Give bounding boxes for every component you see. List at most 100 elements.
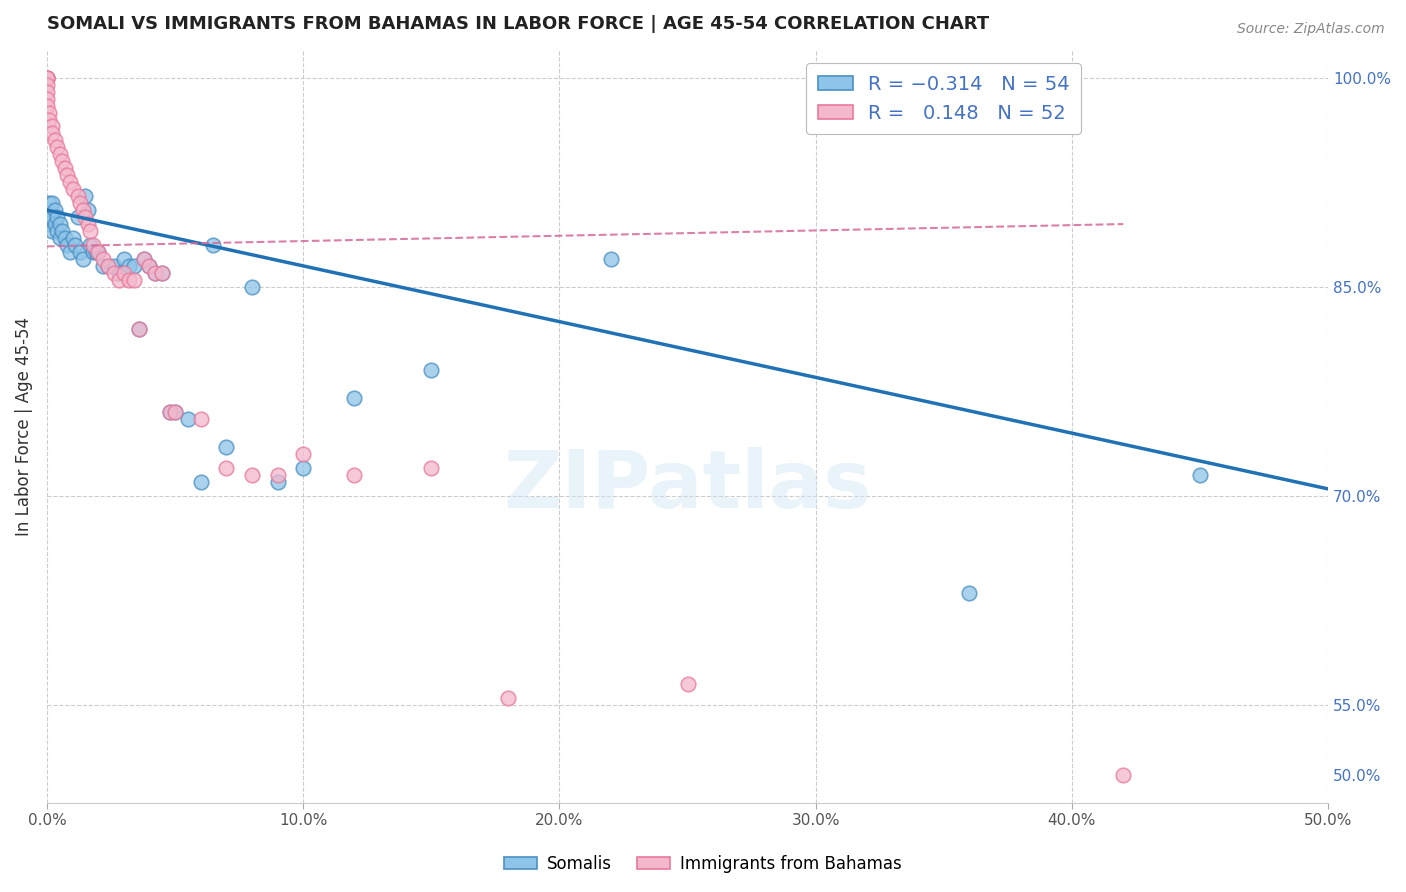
Point: [134, 252, 156, 266]
Text: SOMALI VS IMMIGRANTS FROM BAHAMAS IN LABOR FORCE | AGE 45-54 CORRELATION CHART: SOMALI VS IMMIGRANTS FROM BAHAMAS IN LAB…: [46, 15, 988, 33]
Point: [266, 475, 288, 489]
Point: [240, 280, 263, 294]
Point: [957, 586, 980, 600]
Text: Source: ZipAtlas.com: Source: ZipAtlas.com: [1237, 22, 1385, 37]
Point: [91, 259, 114, 273]
Point: [177, 412, 200, 426]
Point: [46, 224, 69, 238]
Point: [77, 203, 100, 218]
Point: [150, 266, 173, 280]
Y-axis label: In Labor Force | Age 45-54: In Labor Force | Age 45-54: [15, 317, 32, 536]
Point: [62, 231, 84, 245]
Point: [202, 238, 225, 252]
Point: [128, 321, 150, 335]
Point: [35, 203, 58, 218]
Point: [75, 189, 97, 203]
Point: [41, 224, 63, 238]
Point: [62, 182, 84, 196]
Point: [87, 244, 110, 259]
Point: [496, 690, 519, 705]
Point: [112, 266, 135, 280]
Point: [676, 677, 699, 691]
Point: [48, 147, 70, 161]
Point: [48, 217, 70, 231]
Point: [41, 127, 63, 141]
Point: [48, 231, 70, 245]
Point: [97, 259, 120, 273]
Point: [66, 210, 89, 224]
Point: [53, 231, 76, 245]
Point: [138, 259, 160, 273]
Point: [122, 273, 145, 287]
Point: [46, 140, 69, 154]
Point: [1188, 467, 1211, 482]
Point: [79, 224, 101, 238]
Point: [77, 217, 100, 231]
Point: [44, 203, 66, 218]
Point: [112, 252, 135, 266]
Point: [35, 70, 58, 85]
Point: [122, 259, 145, 273]
Legend: Somalis, Immigrants from Bahamas: Somalis, Immigrants from Bahamas: [498, 848, 908, 880]
Point: [41, 210, 63, 224]
Point: [44, 133, 66, 147]
Point: [35, 98, 58, 112]
Point: [38, 112, 60, 127]
Point: [420, 461, 443, 475]
Point: [420, 363, 443, 377]
Point: [1112, 767, 1135, 781]
Point: [38, 210, 60, 224]
Point: [35, 70, 58, 85]
Point: [190, 412, 212, 426]
Point: [292, 447, 315, 461]
Point: [75, 210, 97, 224]
Point: [35, 70, 58, 85]
Point: [59, 175, 82, 189]
Point: [190, 475, 212, 489]
Point: [215, 440, 238, 454]
Point: [63, 238, 86, 252]
Point: [163, 405, 186, 419]
Point: [38, 105, 60, 120]
Point: [69, 244, 91, 259]
Point: [79, 238, 101, 252]
Point: [599, 252, 621, 266]
Point: [128, 321, 150, 335]
Point: [143, 266, 166, 280]
Point: [292, 461, 315, 475]
Point: [56, 238, 79, 252]
Point: [69, 196, 91, 211]
Point: [159, 405, 181, 419]
Point: [44, 217, 66, 231]
Point: [118, 273, 141, 287]
Point: [240, 467, 263, 482]
Point: [143, 266, 166, 280]
Point: [87, 244, 110, 259]
Point: [46, 210, 69, 224]
Point: [66, 189, 89, 203]
Point: [103, 266, 125, 280]
Point: [35, 217, 58, 231]
Point: [266, 467, 288, 482]
Point: [51, 224, 73, 238]
Point: [72, 252, 94, 266]
Point: [138, 259, 160, 273]
Point: [35, 78, 58, 92]
Point: [72, 203, 94, 218]
Point: [159, 405, 181, 419]
Point: [51, 154, 73, 169]
Point: [150, 266, 173, 280]
Text: ZIPatlas: ZIPatlas: [503, 448, 872, 525]
Point: [35, 70, 58, 85]
Point: [103, 259, 125, 273]
Point: [41, 196, 63, 211]
Point: [56, 169, 79, 183]
Point: [59, 244, 82, 259]
Point: [163, 405, 186, 419]
Legend: R = −0.314   N = 54, R =   0.148   N = 52: R = −0.314 N = 54, R = 0.148 N = 52: [806, 63, 1081, 135]
Point: [97, 259, 120, 273]
Point: [53, 161, 76, 176]
Point: [82, 238, 104, 252]
Point: [41, 120, 63, 134]
Point: [134, 252, 156, 266]
